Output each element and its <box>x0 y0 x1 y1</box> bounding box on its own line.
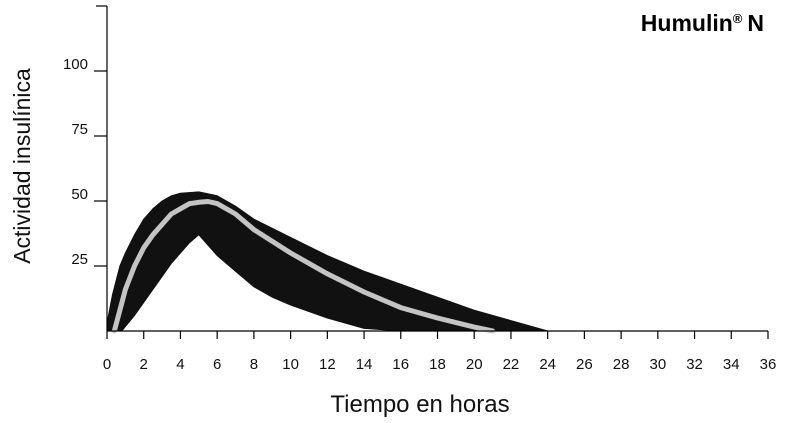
x-ticks: 0 2 4 6 8 10 12 14 16 18 20 22 24 26 28 30 32 34 36 <box>103 331 777 373</box>
series-layer <box>106 191 549 334</box>
x-tick-label: 12 <box>319 356 336 373</box>
x-tick-label: 10 <box>282 356 299 373</box>
x-tick-label: 8 <box>250 356 258 373</box>
x-tick-label: 36 <box>760 356 777 373</box>
y-tick-label: 50 <box>71 186 88 203</box>
x-tick-label: 4 <box>176 356 184 373</box>
x-tick-label: 18 <box>429 356 446 373</box>
registered-mark: ® <box>733 11 743 26</box>
x-tick-label: 2 <box>140 356 148 373</box>
title-text: Humulin <box>641 10 733 36</box>
chart-title: Humulin® N <box>641 10 764 36</box>
x-tick-label: 26 <box>576 356 593 373</box>
title-suffix: N <box>747 10 764 36</box>
x-tick-label: 16 <box>392 356 409 373</box>
y-ticks: 25 50 75 100 <box>63 56 107 268</box>
y-tick-label: 100 <box>63 56 88 73</box>
axes-layer <box>96 5 768 332</box>
y-axis-title: Actividad insulínica <box>9 68 35 264</box>
x-tick-label: 6 <box>213 356 221 373</box>
x-tick-label: 20 <box>466 356 483 373</box>
x-tick-label: 34 <box>723 356 740 373</box>
x-axis-title: Tiempo en horas <box>330 391 509 418</box>
x-tick-label: 32 <box>686 356 703 373</box>
y-tick-label: 25 <box>71 251 88 268</box>
x-tick-label: 28 <box>613 356 630 373</box>
x-tick-label: 14 <box>356 356 373 373</box>
mean-activity-line <box>111 199 496 334</box>
x-tick-label: 0 <box>103 356 111 373</box>
x-tick-label: 22 <box>503 356 520 373</box>
x-tick-label: 24 <box>539 356 556 373</box>
x-tick-label: 30 <box>649 356 666 373</box>
y-tick-label: 75 <box>71 121 88 138</box>
